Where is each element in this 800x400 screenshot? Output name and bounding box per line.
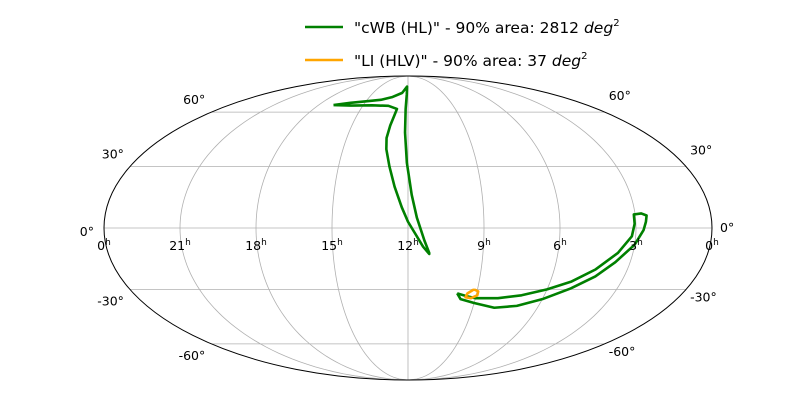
dec-tick-label-right: 60° — [609, 88, 631, 103]
sky-boundary — [103, 75, 713, 381]
dec-tick-label-right: -30° — [690, 289, 717, 304]
ra-tick-label: 12h — [397, 238, 419, 253]
dec-tick-label-left: 30° — [102, 147, 124, 162]
dec-tick-label-left: -60° — [179, 348, 206, 363]
dec-tick-label-right: 30° — [690, 143, 712, 158]
cwb-contour-north — [333, 85, 431, 256]
ra-tick-label: 21h — [169, 238, 191, 253]
graticule-grid — [104, 75, 712, 381]
legend: "cWB (HL)" - 90% area: 2812 deg2 "LI (HL… — [305, 18, 620, 70]
ra-tick-label: 15h — [321, 238, 343, 253]
legend-label-cwb: "cWB (HL)" - 90% area: 2812 deg2 — [354, 18, 620, 37]
ra-tick-label: 0h — [97, 238, 111, 253]
ra-tick-label: 9h — [477, 238, 491, 253]
ra-tick-label: 0h — [705, 238, 719, 253]
dec-tick-label-right: -60° — [609, 344, 636, 359]
ra-tick-label: 6h — [553, 238, 567, 253]
dec-tick-label-left: -30° — [97, 293, 124, 308]
dec-tick-label-right: 0° — [720, 220, 734, 235]
legend-label-li: "LI (HLV)" - 90% area: 37 deg2 — [354, 51, 587, 70]
dec-tick-label-left: 60° — [183, 92, 205, 107]
projection-frame — [103, 75, 713, 381]
contour-layer — [333, 85, 648, 310]
dec-tick-label-left: 0° — [80, 224, 94, 239]
ra-tick-label: 3h — [629, 238, 643, 253]
ra-tick-label: 18h — [245, 238, 267, 253]
tick-labels: 0h 21h 18h 15h 12h 9h 6h 3h 0h 60° 30° 0° -30° -60° 60… — [80, 88, 734, 363]
li-contour — [464, 288, 480, 300]
cwb-contour-south — [456, 212, 648, 310]
